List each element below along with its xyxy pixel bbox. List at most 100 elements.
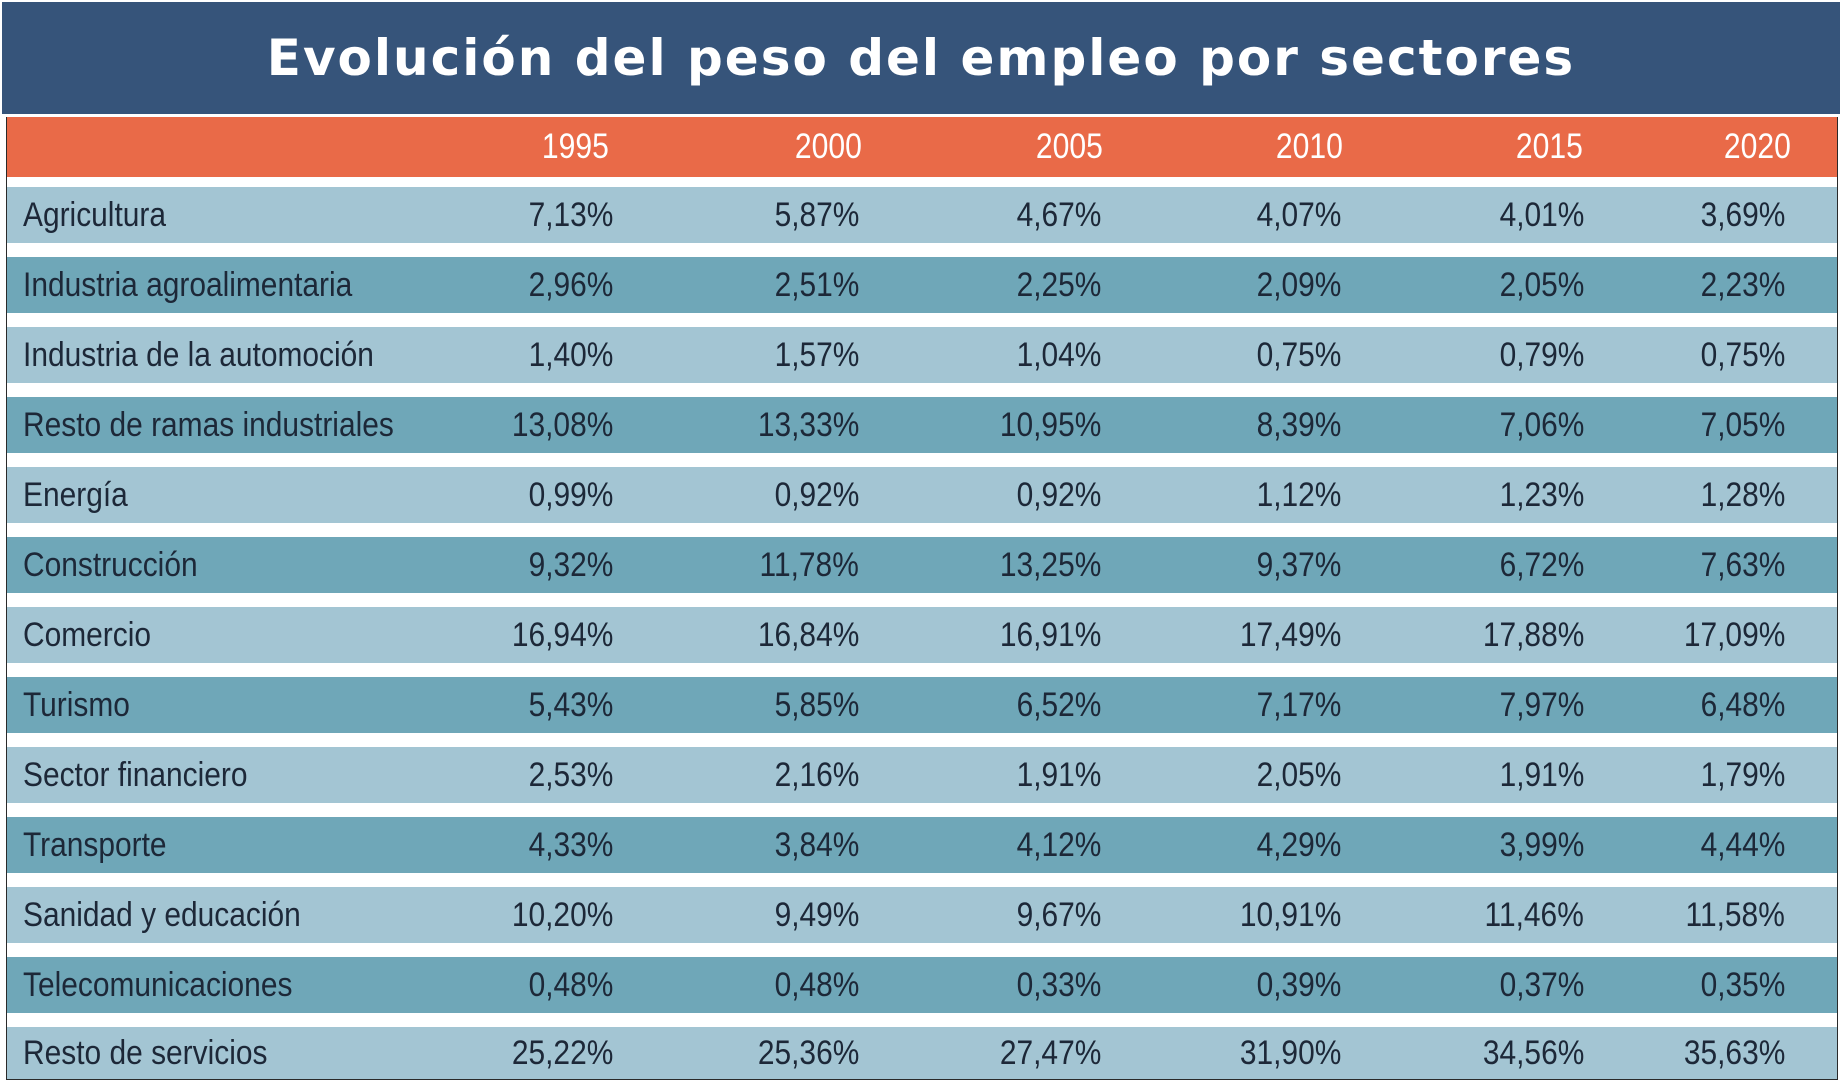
table-cell: 0,35% <box>1700 965 1785 1004</box>
data-table: 1995 2000 2005 2010 2015 2020 Agricultur… <box>6 117 1838 1080</box>
table-cell: 0,75% <box>1700 335 1785 374</box>
table-cell: 0,33% <box>1016 965 1101 1004</box>
row-label: Energía <box>23 475 128 514</box>
table-cell: 7,13% <box>528 195 613 234</box>
table-cell: 6,48% <box>1700 685 1785 724</box>
header-row: 1995 2000 2005 2010 2015 2020 <box>7 117 1837 177</box>
table-cell: 1,40% <box>528 335 613 374</box>
table-cell: 1,91% <box>1016 755 1101 794</box>
table-cell: 1,28% <box>1700 475 1785 514</box>
table-cell: 13,33% <box>757 405 859 444</box>
table-cell: 9,32% <box>528 545 613 584</box>
column-header: 1995 <box>542 127 609 166</box>
table-cell: 2,16% <box>774 755 859 794</box>
table-cell: 3,69% <box>1700 195 1785 234</box>
column-header: 2010 <box>1276 127 1343 166</box>
table-cell: 2,09% <box>1256 265 1341 304</box>
table-cell: 0,75% <box>1256 335 1341 374</box>
table-cell: 17,88% <box>1482 615 1584 654</box>
table-cell: 16,84% <box>757 615 859 654</box>
table-cell: 13,08% <box>511 405 613 444</box>
table-cell: 17,49% <box>1239 615 1341 654</box>
table-row: Construcción 9,32% 11,78% 13,25% 9,37% 6,72% 7… <box>7 537 1837 593</box>
table-cell: 16,94% <box>511 615 613 654</box>
table-cell: 4,67% <box>1016 195 1101 234</box>
table-cell: 11,46% <box>1484 895 1584 934</box>
table-cell: 0,37% <box>1499 965 1584 1004</box>
table-row: Resto de servicios 25,22% 25,36% 27,47% 31,9… <box>7 1027 1837 1079</box>
table-row: Industria de la automoción 1,40% 1,57% 1,04… <box>7 327 1837 383</box>
table-cell: 5,43% <box>528 685 613 724</box>
table-cell: 4,44% <box>1700 825 1785 864</box>
table-cell: 27,47% <box>999 1033 1101 1072</box>
table-cell: 3,99% <box>1499 825 1584 864</box>
row-label: Industria agroalimentaria <box>23 265 353 304</box>
column-header: 2015 <box>1516 127 1583 166</box>
table-cell: 17,09% <box>1683 615 1785 654</box>
table-row: Industria agroalimentaria 2,96% 2,51% 2,25%… <box>7 257 1837 313</box>
table-cell: 9,37% <box>1256 545 1341 584</box>
column-header: 2020 <box>1724 127 1791 166</box>
table-cell: 9,67% <box>1016 895 1101 934</box>
table-cell: 2,96% <box>528 265 613 304</box>
row-label: Comercio <box>23 615 152 654</box>
table-cell: 1,04% <box>1016 335 1101 374</box>
table-cell: 5,87% <box>774 195 859 234</box>
table-cell: 9,49% <box>774 895 859 934</box>
table-cell: 5,85% <box>774 685 859 724</box>
table-row: Sector financiero 2,53% 2,16% 1,91% 2,05% 1,9… <box>7 747 1837 803</box>
table-cell: 1,12% <box>1256 475 1341 514</box>
table-row: Agricultura 7,13% 5,87% 4,67% 4,07% 4,01% 3,69… <box>7 187 1837 243</box>
table-cell: 0,79% <box>1499 335 1584 374</box>
table-cell: 35,63% <box>1683 1033 1785 1072</box>
table-cell: 1,91% <box>1499 755 1584 794</box>
table-cell: 0,99% <box>528 475 613 514</box>
table-cell: 4,01% <box>1499 195 1584 234</box>
table-row: Energía 0,99% 0,92% 0,92% 1,12% 1,23% 1,28% <box>7 467 1837 523</box>
table-cell: 10,91% <box>1239 895 1341 934</box>
table-cell: 0,92% <box>1016 475 1101 514</box>
table-cell: 2,53% <box>528 755 613 794</box>
table-cell: 16,91% <box>999 615 1101 654</box>
row-label: Agricultura <box>23 195 167 234</box>
table-cell: 4,29% <box>1256 825 1341 864</box>
table-cell: 2,51% <box>774 265 859 304</box>
table-cell: 8,39% <box>1256 405 1341 444</box>
table-cell: 0,39% <box>1256 965 1341 1004</box>
table-cell: 10,95% <box>999 405 1101 444</box>
table-cell: 2,25% <box>1016 265 1101 304</box>
row-label: Sector financiero <box>23 755 248 794</box>
table-body: Agricultura 7,13% 5,87% 4,67% 4,07% 4,01% 3,69… <box>7 187 1837 1079</box>
table-cell: 25,36% <box>757 1033 859 1072</box>
table-cell: 1,79% <box>1700 755 1785 794</box>
row-label: Resto de ramas industriales <box>23 405 394 444</box>
table-row: Turismo 5,43% 5,85% 6,52% 7,17% 7,97% 6,48% <box>7 677 1837 733</box>
table-cell: 31,90% <box>1239 1033 1341 1072</box>
row-label: Industria de la automoción <box>23 335 374 374</box>
table-cell: 7,06% <box>1499 405 1584 444</box>
table-cell: 7,97% <box>1499 685 1584 724</box>
table-cell: 25,22% <box>511 1033 613 1072</box>
table-cell: 1,23% <box>1499 475 1584 514</box>
title-bar: Evolución del peso del empleo por sector… <box>2 2 1840 114</box>
table-cell: 10,20% <box>511 895 613 934</box>
table-cell: 11,78% <box>759 545 859 584</box>
table-cell: 0,48% <box>774 965 859 1004</box>
table-title: Evolución del peso del empleo por sector… <box>266 29 1576 87</box>
row-label: Turismo <box>23 685 130 724</box>
table-cell: 7,63% <box>1700 545 1785 584</box>
table-cell: 6,52% <box>1016 685 1101 724</box>
row-label: Transporte <box>23 825 167 864</box>
table-cell: 2,05% <box>1256 755 1341 794</box>
table-cell: 0,92% <box>774 475 859 514</box>
table-cell: 4,12% <box>1016 825 1101 864</box>
table-cell: 3,84% <box>774 825 859 864</box>
column-header: 2000 <box>795 127 862 166</box>
table-cell: 2,23% <box>1700 265 1785 304</box>
table-row: Comercio 16,94% 16,84% 16,91% 17,49% 17,88% 17… <box>7 607 1837 663</box>
row-label: Sanidad y educación <box>23 895 301 934</box>
table-cell: 13,25% <box>999 545 1101 584</box>
table-cell: 6,72% <box>1499 545 1584 584</box>
table-cell: 11,58% <box>1685 895 1785 934</box>
